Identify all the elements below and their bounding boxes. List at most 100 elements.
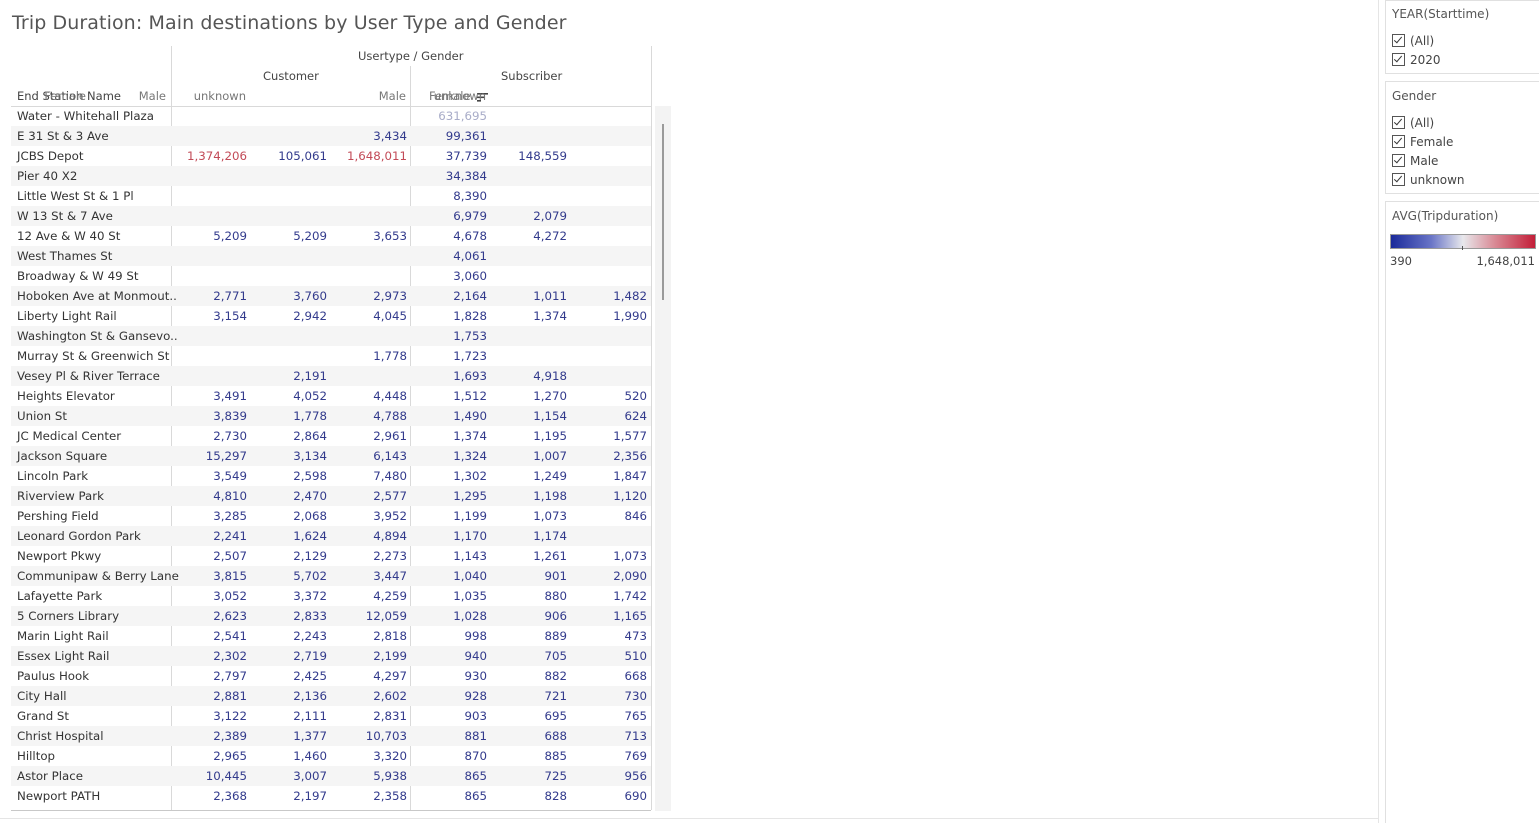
filter-gender-option-female[interactable]: Female	[1392, 135, 1453, 151]
value-cell[interactable]: 2,129	[293, 549, 327, 563]
value-cell[interactable]: 1,648,011	[346, 149, 407, 163]
value-cell[interactable]: 1,073	[533, 509, 567, 523]
value-cell[interactable]: 34,384	[445, 169, 487, 183]
value-cell[interactable]: 2,090	[613, 569, 647, 583]
value-cell[interactable]: 2,730	[213, 429, 247, 443]
value-cell[interactable]: 769	[624, 749, 647, 763]
value-cell[interactable]: 705	[544, 649, 567, 663]
value-cell[interactable]: 631,695	[438, 109, 487, 123]
value-cell[interactable]: 7,480	[373, 469, 407, 483]
value-cell[interactable]: 1,195	[533, 429, 567, 443]
table-row[interactable]: Liberty Light Rail 3,154 2,942 4,045 1,828 1,…	[11, 306, 651, 326]
value-cell[interactable]: 928	[464, 689, 487, 703]
table-row[interactable]: Lafayette Park 3,052 3,372 4,259 1,035 880 1,7…	[11, 586, 651, 606]
value-cell[interactable]: 1,778	[293, 409, 327, 423]
value-cell[interactable]: 1,199	[453, 509, 487, 523]
value-cell[interactable]: 1,035	[453, 589, 487, 603]
value-cell[interactable]: 940	[464, 649, 487, 663]
value-cell[interactable]: 4,061	[453, 249, 487, 263]
col-header-customer-male[interactable]: Male	[138, 89, 166, 103]
sort-descending-icon[interactable]	[477, 92, 489, 102]
value-cell[interactable]: 2,425	[293, 669, 327, 683]
value-cell[interactable]: 2,961	[373, 429, 407, 443]
value-cell[interactable]: 4,297	[373, 669, 407, 683]
checkbox-checked-icon[interactable]	[1392, 154, 1405, 167]
value-cell[interactable]: 846	[624, 509, 647, 523]
table-row[interactable]: JCBS Depot 1,374,206 105,061 1,648,011 37,73…	[11, 146, 651, 166]
value-cell[interactable]: 688	[544, 729, 567, 743]
value-cell[interactable]: 1,154	[533, 409, 567, 423]
value-cell[interactable]: 3,815	[213, 569, 247, 583]
value-cell[interactable]: 1,198	[533, 489, 567, 503]
value-cell[interactable]: 695	[544, 709, 567, 723]
value-cell[interactable]: 1,120	[613, 489, 647, 503]
scrollbar-track[interactable]	[655, 106, 671, 811]
value-cell[interactable]: 4,259	[373, 589, 407, 603]
value-cell[interactable]: 12,059	[365, 609, 407, 623]
table-row[interactable]: Newport Pkwy 2,507 2,129 2,273 1,143 1,261 1,0…	[11, 546, 651, 566]
value-cell[interactable]: 690	[624, 789, 647, 803]
value-cell[interactable]: 2,833	[293, 609, 327, 623]
value-cell[interactable]: 1,174	[533, 529, 567, 543]
table-row[interactable]: Christ Hospital 2,389 1,377 10,703 881 688 713	[11, 726, 651, 746]
col-header-customer-female[interactable]: Female	[44, 89, 86, 103]
table-row[interactable]: Marin Light Rail 2,541 2,243 2,818 998 889 473	[11, 626, 651, 646]
table-row[interactable]: JC Medical Center 2,730 2,864 2,961 1,374 1,1…	[11, 426, 651, 446]
value-cell[interactable]: 2,197	[293, 789, 327, 803]
value-cell[interactable]: 730	[624, 689, 647, 703]
value-cell[interactable]: 2,623	[213, 609, 247, 623]
value-cell[interactable]: 1,577	[613, 429, 647, 443]
value-cell[interactable]: 998	[464, 629, 487, 643]
value-cell[interactable]: 3,839	[213, 409, 247, 423]
table-row[interactable]: Union St 3,839 1,778 4,788 1,490 1,154 624	[11, 406, 651, 426]
table-row[interactable]: Lincoln Park 3,549 2,598 7,480 1,302 1,249 1,8…	[11, 466, 651, 486]
value-cell[interactable]: 99,361	[445, 129, 487, 143]
value-cell[interactable]: 624	[624, 409, 647, 423]
value-cell[interactable]: 8,390	[453, 189, 487, 203]
value-cell[interactable]: 1,490	[453, 409, 487, 423]
value-cell[interactable]: 5,209	[293, 229, 327, 243]
value-cell[interactable]: 2,541	[213, 629, 247, 643]
value-cell[interactable]: 2,942	[293, 309, 327, 323]
value-cell[interactable]: 1,374	[533, 309, 567, 323]
table-row[interactable]: West Thames St 4,061	[11, 246, 651, 266]
table-row[interactable]: Communipaw & Berry Lane 3,815 5,702 3,447 1,…	[11, 566, 651, 586]
value-cell[interactable]: 1,249	[533, 469, 567, 483]
value-cell[interactable]: 520	[624, 389, 647, 403]
table-row[interactable]: City Hall 2,881 2,136 2,602 928 721 730	[11, 686, 651, 706]
checkbox-checked-icon[interactable]	[1392, 135, 1405, 148]
value-cell[interactable]: 2,368	[213, 789, 247, 803]
value-cell[interactable]: 2,068	[293, 509, 327, 523]
filter-gender-option-male[interactable]: Male	[1392, 154, 1438, 170]
value-cell[interactable]: 1,828	[453, 309, 487, 323]
value-cell[interactable]: 1,778	[373, 349, 407, 363]
value-cell[interactable]: 3,154	[213, 309, 247, 323]
value-cell[interactable]: 37,739	[445, 149, 487, 163]
value-cell[interactable]: 2,470	[293, 489, 327, 503]
value-cell[interactable]: 4,272	[533, 229, 567, 243]
value-cell[interactable]: 1,270	[533, 389, 567, 403]
value-cell[interactable]: 4,788	[373, 409, 407, 423]
table-row[interactable]: Broadway & W 49 St 3,060	[11, 266, 651, 286]
table-row[interactable]: Newport PATH 2,368 2,197 2,358 865 828 690	[11, 786, 651, 806]
value-cell[interactable]: 1,693	[453, 369, 487, 383]
value-cell[interactable]: 473	[624, 629, 647, 643]
filter-year-option-2020[interactable]: 2020	[1392, 53, 1441, 69]
value-cell[interactable]: 870	[464, 749, 487, 763]
value-cell[interactable]: 1,302	[453, 469, 487, 483]
table-row[interactable]: 12 Ave & W 40 St 5,209 5,209 3,653 4,678 4,27…	[11, 226, 651, 246]
value-cell[interactable]: 1,073	[613, 549, 647, 563]
value-cell[interactable]: 1,295	[453, 489, 487, 503]
filter-year-option-all[interactable]: (All)	[1392, 34, 1434, 50]
table-row[interactable]: Murray St & Greenwich St 1,778 1,723	[11, 346, 651, 366]
value-cell[interactable]: 765	[624, 709, 647, 723]
value-cell[interactable]: 1,028	[453, 609, 487, 623]
table-row[interactable]: Water - Whitehall Plaza 631,695	[11, 106, 651, 126]
table-row[interactable]: Astor Place 10,445 3,007 5,938 865 725 956	[11, 766, 651, 786]
value-cell[interactable]: 3,122	[213, 709, 247, 723]
value-cell[interactable]: 10,703	[365, 729, 407, 743]
filter-gender-option-unknown[interactable]: unknown	[1392, 173, 1465, 189]
table-row[interactable]: Little West St & 1 Pl 8,390	[11, 186, 651, 206]
value-cell[interactable]: 2,111	[293, 709, 327, 723]
value-cell[interactable]: 1,624	[293, 529, 327, 543]
